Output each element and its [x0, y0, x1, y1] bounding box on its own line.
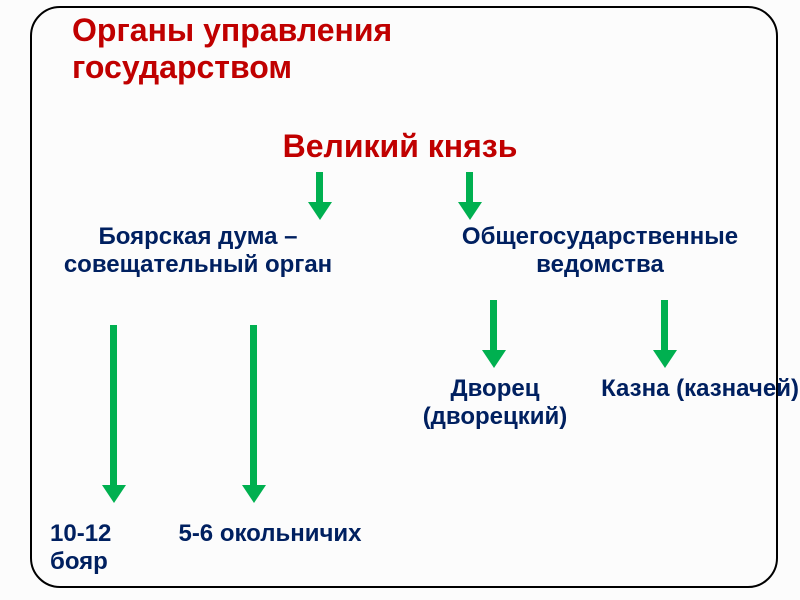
node-dvorets: Дворец (дворецкий) [395, 375, 595, 430]
diagram-title: Органы управления государством [72, 12, 522, 86]
node-boyar: 10-12 бояр [50, 520, 160, 575]
node-okolnichih: 5-6 окольничих [170, 520, 370, 548]
node-boyar-duma: Боярская дума – совещательный орган [48, 223, 348, 278]
root-node: Великий князь [250, 128, 550, 165]
node-kazna: Казна (казначей) [600, 375, 800, 403]
node-vedomstva: Общегосударственные ведомства [395, 223, 800, 278]
rounded-frame [30, 6, 778, 588]
